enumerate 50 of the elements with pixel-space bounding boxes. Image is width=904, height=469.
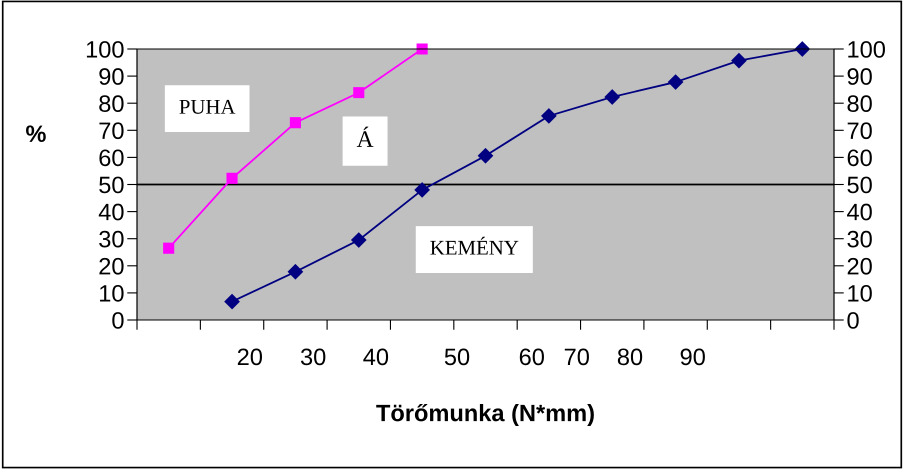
y2-tick-label: 70 [848,122,872,140]
point [290,117,301,128]
y2-tick-label: 100 [848,41,885,58]
point [353,87,364,98]
point [794,41,810,57]
y2-tick-label: 40 [847,204,872,220]
text: 70 [564,348,589,366]
y-tick-label: 80 [99,95,124,112]
y2-tick-label: 30 [847,230,872,248]
y2-tick-label: 60 [848,149,872,166]
y-tick-label: 60 [99,149,124,166]
y2-tick-label: 80 [848,95,872,112]
text: 60 [520,348,544,366]
point [224,294,240,310]
y-tick-label: 40 [98,204,124,220]
point [226,172,238,184]
text: 90 [680,348,705,366]
point [414,182,430,198]
y-tick-label: 20 [99,258,124,275]
y-tick-label: 50 [99,176,124,194]
y2-tick-label: 50 [847,176,872,194]
y2-tick-label: 20 [848,258,872,275]
point [604,89,620,105]
y-tick-label: 100 [86,41,124,58]
y2-tick-label: 90 [848,68,872,85]
series-label: KEMÉNY [430,236,518,255]
text: 20 [238,348,262,366]
x-axis-title: Törőmunka (N*mm) [376,404,594,426]
point [351,232,366,248]
point [288,264,303,280]
y-tick-label: 70 [99,122,124,140]
text: 30 [300,348,326,366]
y-tick-label: 90 [99,68,124,85]
y2-tick-label: 10 [848,284,872,302]
text: 80 [618,348,642,366]
point [478,148,494,164]
point [731,53,747,68]
text: 40 [363,348,388,366]
text: PUHA [179,100,236,114]
y-tick-label: 0 [112,312,124,329]
point [416,43,428,55]
point [163,242,174,254]
y-tick-label: 10 [100,284,124,302]
y-axis-title: % [26,125,46,142]
point [668,74,684,90]
point [541,108,556,124]
text: 50 [444,348,470,366]
y2-tick-label: 0 [847,312,859,329]
annotation: Á [356,126,374,147]
y-tick-label: 30 [99,230,124,248]
